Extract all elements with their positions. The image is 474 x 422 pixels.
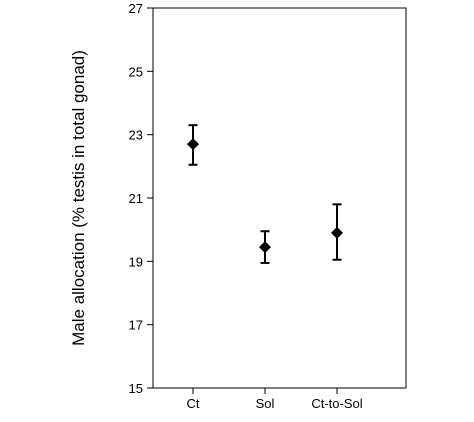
y-tick-label: 25 [129, 64, 143, 79]
data-point [331, 226, 343, 239]
y-tick-label: 23 [129, 128, 143, 143]
data-point [259, 241, 271, 254]
x-tick-label: Ct [187, 396, 200, 411]
data-marks [187, 124, 343, 264]
y-axis: 15 17 19 21 23 25 27 [129, 1, 153, 396]
y-tick-label: 27 [129, 1, 143, 16]
y-tick-label: 15 [129, 381, 143, 396]
y-axis-label: Male allocation (% testis in total gonad… [69, 50, 88, 346]
y-tick-label: 19 [129, 254, 143, 269]
x-axis: Ct Sol Ct-to-Sol [187, 388, 363, 411]
y-tick-label: 17 [129, 318, 143, 333]
x-tick-label: Sol [256, 396, 275, 411]
y-tick-label: 21 [129, 191, 143, 206]
x-tick-label: Ct-to-Sol [311, 396, 362, 411]
data-point [187, 138, 199, 151]
plot-frame [152, 7, 407, 389]
